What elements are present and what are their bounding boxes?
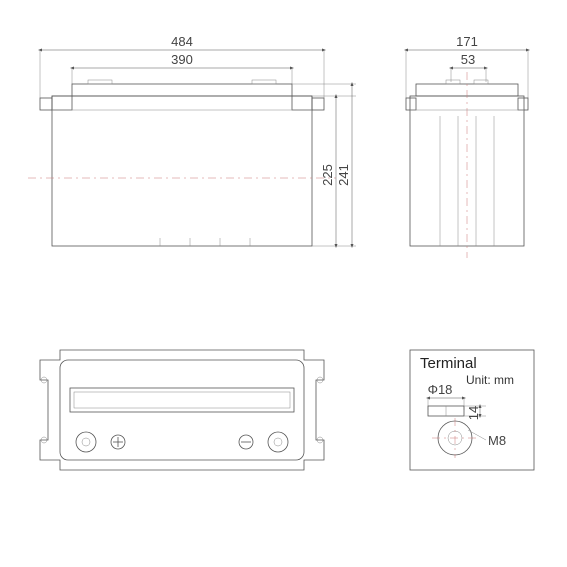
- dim-side-terminal-span: 53: [461, 52, 475, 67]
- terminal-title: Terminal: [420, 355, 477, 372]
- dim-front-overall-width: 484: [171, 34, 193, 49]
- dim-front-overall-height: 241: [336, 164, 351, 186]
- terminal-height: 14: [466, 406, 481, 420]
- front-view: 484 390 225 241: [28, 34, 356, 246]
- dim-front-body-height: 225: [320, 164, 335, 186]
- plus-icon: [111, 435, 125, 449]
- side-view: 171 53: [406, 34, 528, 258]
- top-view: [40, 350, 324, 470]
- terminal-thread: M8: [488, 433, 506, 448]
- terminal-detail: Terminal Unit: mm Φ18 14 M8: [410, 350, 534, 470]
- battery-dimension-drawing: 484 390 225 241: [0, 0, 567, 567]
- terminal-dia: Φ18: [428, 382, 453, 397]
- minus-icon: [239, 435, 253, 449]
- dim-front-body-width: 390: [171, 52, 193, 67]
- terminal-unit: Unit: mm: [466, 373, 514, 387]
- dim-side-width: 171: [456, 34, 478, 49]
